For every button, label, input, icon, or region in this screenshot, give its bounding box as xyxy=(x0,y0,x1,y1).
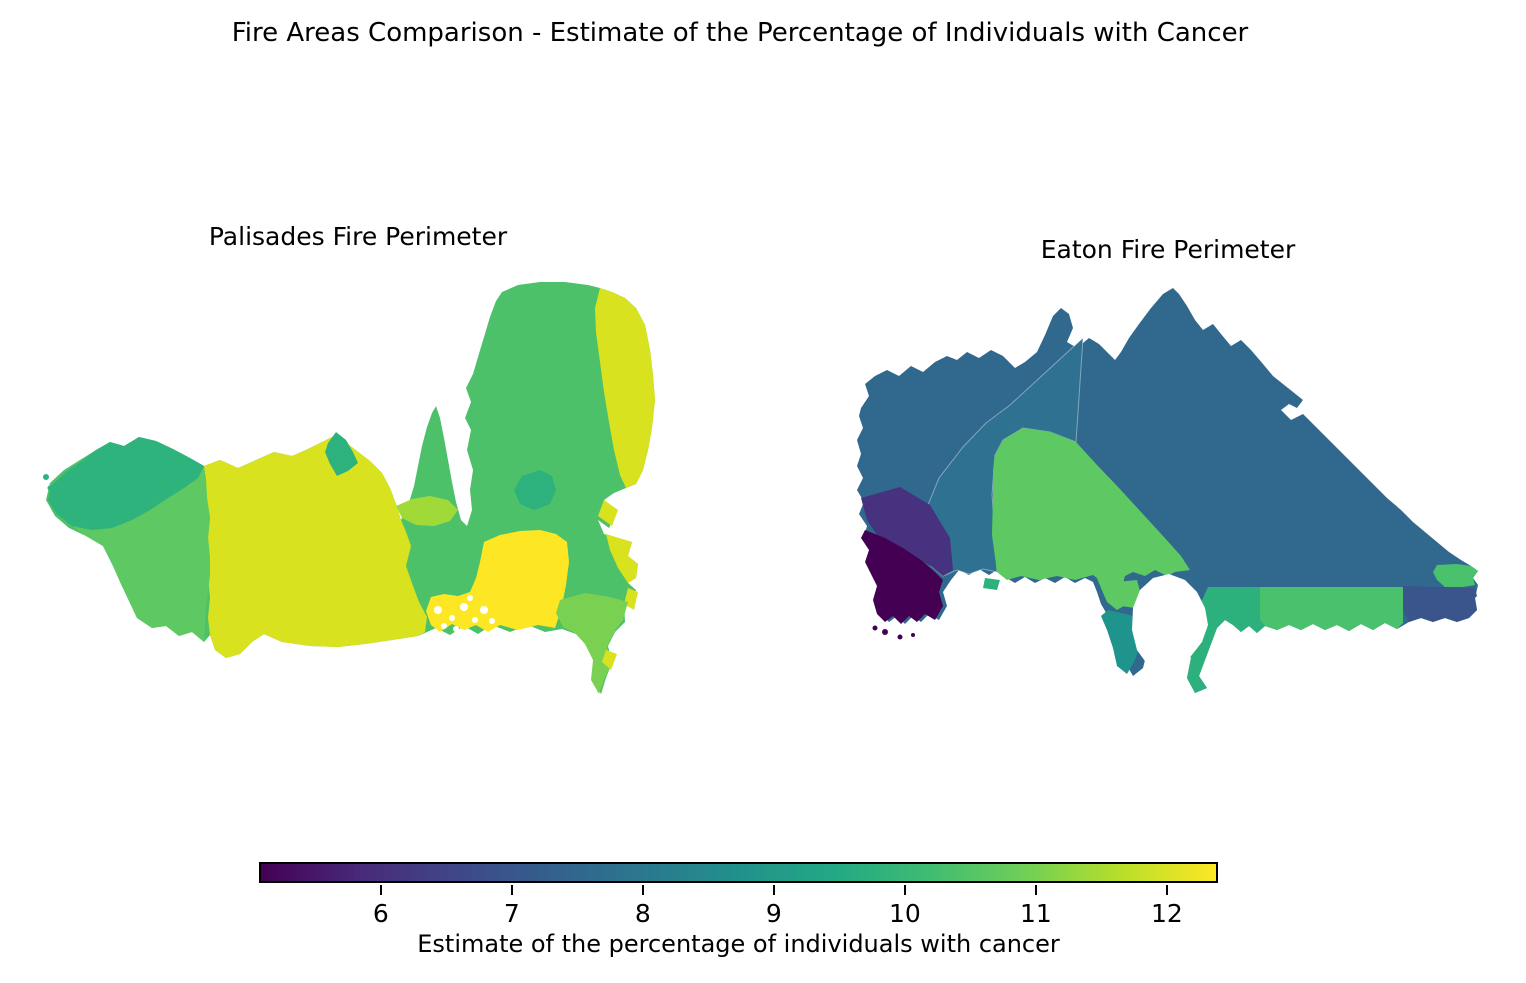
region-small-teal-spot xyxy=(514,470,556,510)
coast-islet xyxy=(47,485,53,491)
coast-islet xyxy=(889,384,897,392)
region-tail-sliver xyxy=(602,650,617,670)
lake-speck xyxy=(480,606,488,614)
region-east-fringe-c xyxy=(624,588,638,610)
colorbar-tick xyxy=(379,885,382,895)
region-small-teal-bit xyxy=(983,578,1000,590)
region-westcenter-teal-tract xyxy=(920,336,1084,577)
region-northeast-strip xyxy=(595,288,655,488)
colorbar-tick-label: 9 xyxy=(765,899,782,928)
colorbar-tick xyxy=(641,885,644,895)
colorbar-tick xyxy=(903,885,906,895)
lake-speck xyxy=(489,618,495,624)
region-southeast-tract xyxy=(556,593,628,694)
palisades-subplot-title: Palisades Fire Perimeter xyxy=(208,222,508,251)
colorbar xyxy=(259,862,1218,883)
eaton-subplot-title: Eaton Fire Perimeter xyxy=(1040,235,1296,264)
colorbar-tick-label: 10 xyxy=(888,899,921,928)
colorbar-tick xyxy=(772,885,775,895)
region-east-fringe-a xyxy=(598,500,618,526)
lake-speck xyxy=(449,615,455,621)
region-west-tract xyxy=(72,466,210,642)
region-center-lightgreen-wedge xyxy=(396,496,458,526)
coast-speck xyxy=(872,625,878,631)
colorbar-tick-label: 6 xyxy=(372,899,389,928)
region-south-green-strip xyxy=(1260,587,1403,631)
colorbar-ticks: 6 7 8 9 10 11 12 xyxy=(259,883,1218,943)
region-center-teal-wedge xyxy=(325,432,358,476)
region-southwest-darkpurple-tract xyxy=(861,530,943,624)
colorbar-tick xyxy=(510,885,513,895)
lake-speck xyxy=(434,606,442,614)
lake-speck xyxy=(441,623,447,629)
coast-islet xyxy=(878,397,884,403)
lake-speck xyxy=(467,595,473,601)
colorbar-tick xyxy=(1165,885,1168,895)
colorbar-tick-label: 7 xyxy=(503,899,520,928)
coast-islet xyxy=(43,474,49,480)
region-east-fringe-b xyxy=(606,534,638,583)
region-lagoon xyxy=(1132,574,1208,670)
lake-speck xyxy=(460,603,468,611)
colorbar-tick-label: 8 xyxy=(634,899,651,928)
figure-title: Fire Areas Comparison - Estimate of the … xyxy=(231,18,1249,48)
coast-speck xyxy=(911,633,915,637)
region-southeast-navy-tract xyxy=(1403,586,1477,622)
region-south-belt xyxy=(204,435,427,658)
coast-islet xyxy=(906,391,912,397)
coast-speck xyxy=(897,634,903,640)
region-green-block xyxy=(1113,580,1141,608)
lake-speck xyxy=(453,626,459,632)
colorbar-tick-label: 11 xyxy=(1019,899,1052,928)
coast-speck xyxy=(882,629,888,635)
region-east-green-patch xyxy=(1433,564,1478,587)
eaton-map xyxy=(857,288,1478,693)
region-center-green-tract xyxy=(992,428,1190,610)
colorbar-tick-label: 12 xyxy=(1150,899,1183,928)
region-northwest-tract xyxy=(48,437,204,530)
region-southwest-purple-tract xyxy=(861,487,953,576)
colorbar-tick xyxy=(1034,885,1037,895)
palisades-map xyxy=(43,282,655,694)
lake-speck xyxy=(472,617,478,623)
colorbar-gradient xyxy=(261,864,1216,881)
colorbar-label: Estimate of the percentage of individual… xyxy=(417,930,1060,958)
